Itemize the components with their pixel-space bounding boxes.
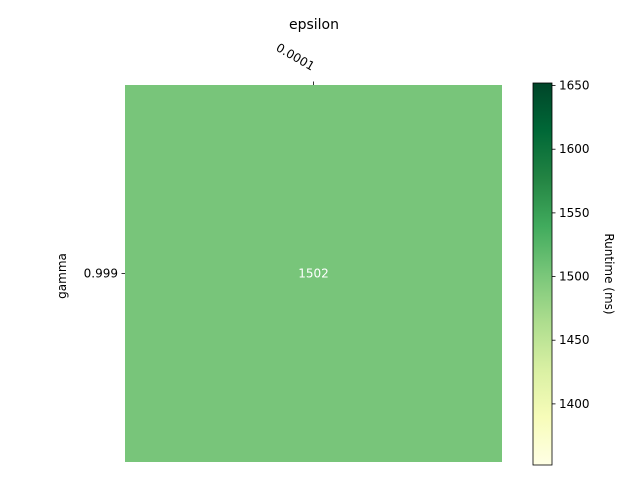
x-ticks: 0.0001 [274, 40, 317, 85]
colorbar-tick-label: 1400 [559, 397, 590, 411]
y-ticks: 0.999 [84, 267, 125, 281]
heatmap-cells: 1502 [125, 85, 502, 462]
colorbar-label: Runtime (ms) [602, 233, 616, 314]
colorbar-tick-label: 1550 [559, 206, 590, 220]
colorbar [532, 82, 553, 466]
y-axis-label: gamma [55, 253, 69, 299]
x-tick-label: 0.0001 [274, 40, 317, 73]
colorbar-tick-label: 1600 [559, 142, 590, 156]
y-tick-label: 0.999 [84, 267, 118, 281]
cell-value-label: 1502 [298, 267, 329, 281]
colorbar-tick-label: 1650 [559, 79, 590, 93]
x-axis-title: epsilon [289, 17, 339, 33]
colorbar-tick-label: 1450 [559, 333, 590, 347]
colorbar-tick-label: 1500 [559, 270, 590, 284]
heatmap-cell [125, 85, 502, 462]
colorbar-ticks: 1400 1450 1500 1550 1600 1650 [552, 79, 590, 411]
